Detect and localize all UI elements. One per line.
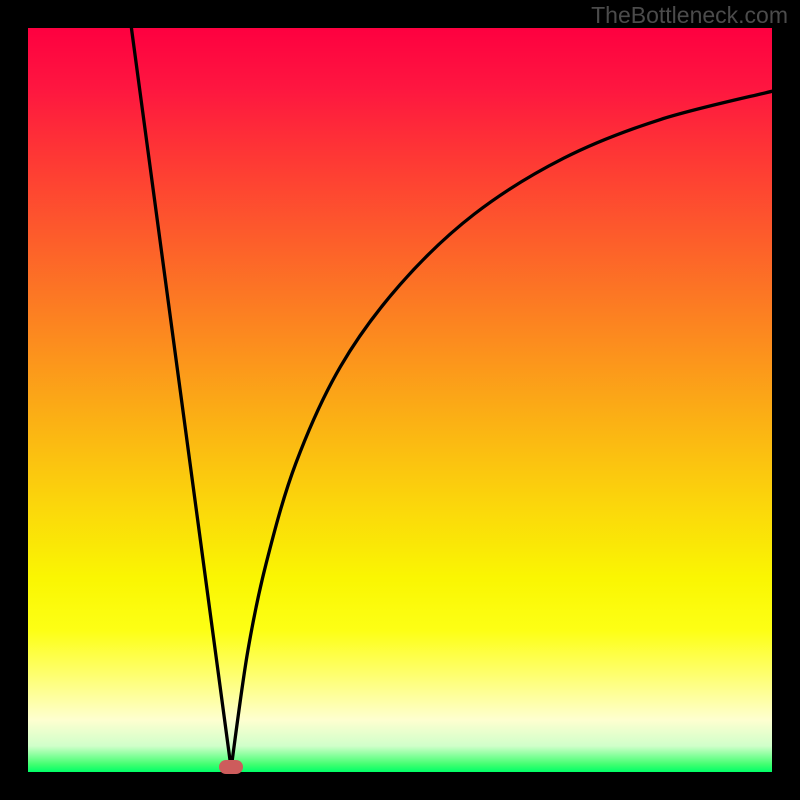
plot-area	[28, 28, 772, 772]
minimum-marker	[219, 760, 243, 774]
curve-path	[131, 28, 772, 768]
bottleneck-curve	[28, 28, 772, 772]
watermark-text: TheBottleneck.com	[591, 2, 788, 29]
chart-stage: TheBottleneck.com	[0, 0, 800, 800]
